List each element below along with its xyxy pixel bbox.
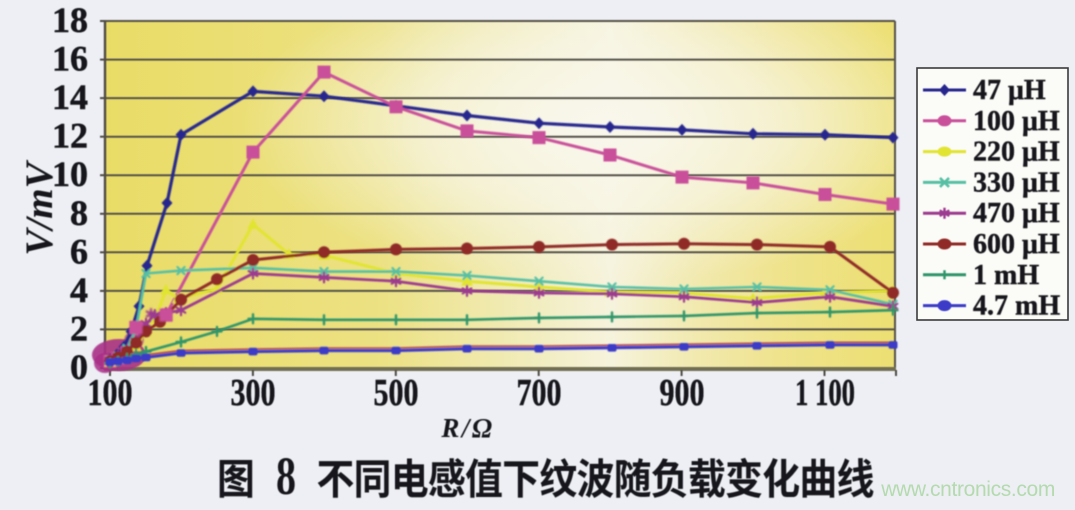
svg-text:12: 12 <box>52 116 88 156</box>
svg-text:0: 0 <box>70 347 88 387</box>
svg-text:16: 16 <box>52 39 88 79</box>
svg-text:900: 900 <box>660 372 705 414</box>
svg-text:R/Ω: R/Ω <box>440 413 494 443</box>
svg-text:18: 18 <box>52 0 88 40</box>
svg-text:V/mV: V/mV <box>18 159 61 255</box>
svg-text:700: 700 <box>517 372 562 414</box>
svg-text:8: 8 <box>276 446 296 505</box>
svg-text:10: 10 <box>52 154 88 194</box>
svg-text:220 μH: 220 μH <box>973 137 1060 168</box>
svg-text:100 μH: 100 μH <box>973 106 1060 137</box>
svg-text:47 μH: 47 μH <box>973 75 1046 106</box>
svg-text:14: 14 <box>52 77 88 117</box>
svg-text:300: 300 <box>231 372 276 414</box>
svg-text:330 μH: 330 μH <box>973 167 1060 198</box>
svg-text:500: 500 <box>374 372 419 414</box>
svg-text:4: 4 <box>70 270 88 310</box>
svg-text:2: 2 <box>70 308 88 348</box>
svg-text:1 mH: 1 mH <box>973 260 1039 291</box>
svg-text:600 μH: 600 μH <box>973 229 1060 260</box>
svg-text:8: 8 <box>70 193 88 233</box>
svg-text:100: 100 <box>88 372 133 414</box>
svg-text:470 μH: 470 μH <box>973 198 1060 229</box>
svg-text:1 100: 1 100 <box>795 372 855 414</box>
svg-text:www.cntronics.com: www.cntronics.com <box>880 478 1055 501</box>
svg-text:6: 6 <box>70 231 88 271</box>
svg-text:4.7 mH: 4.7 mH <box>973 291 1060 322</box>
